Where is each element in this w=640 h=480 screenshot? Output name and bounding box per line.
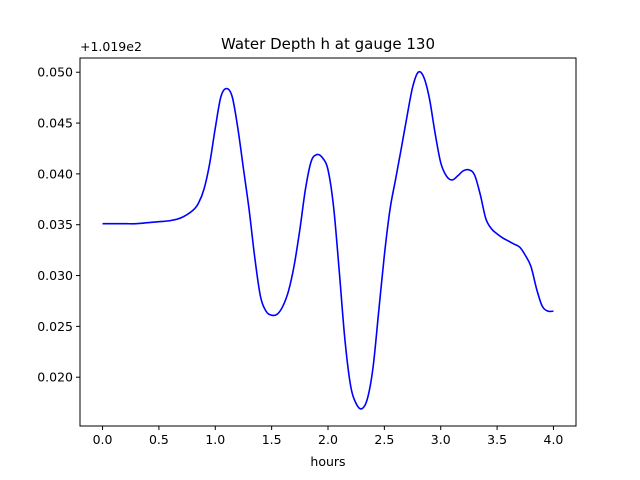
y-tick-label: 0.050 <box>37 65 73 80</box>
y-tick-label: 0.035 <box>37 217 73 232</box>
x-tick-label: 0.0 <box>93 432 113 447</box>
x-tick-label: 1.5 <box>262 432 282 447</box>
x-tick-label: 0.5 <box>149 432 169 447</box>
y-axis-offset-label: +1.019e2 <box>80 39 142 54</box>
y-tick-label: 0.020 <box>37 370 73 385</box>
x-tick-label: 3.0 <box>431 432 451 447</box>
series-group <box>102 70 554 410</box>
x-tick-label: 4.0 <box>544 432 564 447</box>
x-tick-label: 2.0 <box>318 432 338 447</box>
x-tick-label: 1.0 <box>205 432 225 447</box>
x-tick-label: 3.5 <box>487 432 507 447</box>
x-axis-ticks: 0.0 0.5 1.0 1.5 2.0 2.5 3.0 3.5 4.0 <box>93 426 564 447</box>
y-tick-label: 0.025 <box>37 319 73 334</box>
plot-area-frame <box>79 57 577 427</box>
y-tick-label: 0.030 <box>37 268 73 283</box>
series-line <box>102 70 554 410</box>
y-axis-ticks: 0.020 0.025 0.030 0.035 0.040 0.045 0.050 <box>37 65 80 385</box>
x-axis-label: hours <box>310 454 345 469</box>
x-tick-label: 2.5 <box>374 432 394 447</box>
y-tick-label: 0.040 <box>37 166 73 181</box>
chart-title: Water Depth h at gauge 130 <box>221 35 435 53</box>
y-tick-label: 0.045 <box>37 116 73 131</box>
